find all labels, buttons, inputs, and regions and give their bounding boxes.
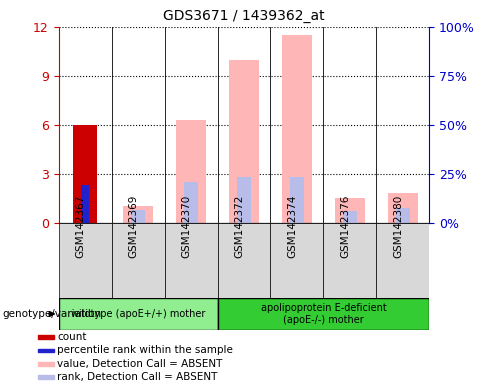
Text: genotype/variation: genotype/variation [2, 309, 102, 319]
Bar [38, 349, 54, 352]
Bar [237, 177, 251, 223]
Text: GSM142370: GSM142370 [181, 195, 191, 258]
Text: percentile rank within the sample: percentile rank within the sample [58, 345, 233, 356]
Bar [38, 376, 54, 379]
FancyBboxPatch shape [59, 298, 218, 330]
Text: count: count [58, 332, 87, 342]
FancyBboxPatch shape [59, 223, 112, 298]
FancyBboxPatch shape [270, 223, 324, 298]
Bar [131, 210, 144, 223]
Text: GSM142369: GSM142369 [128, 195, 138, 258]
Text: wildtype (apoE+/+) mother: wildtype (apoE+/+) mother [71, 309, 205, 319]
FancyBboxPatch shape [324, 223, 376, 298]
Bar [388, 194, 418, 223]
Bar [283, 35, 311, 223]
Text: GSM142372: GSM142372 [234, 195, 244, 258]
Text: apolipoprotein E-deficient
(apoE-/-) mother: apolipoprotein E-deficient (apoE-/-) mot… [261, 303, 386, 325]
Bar [229, 60, 259, 223]
Bar [184, 182, 198, 223]
Bar [396, 208, 409, 223]
Bar [38, 335, 54, 339]
Bar [38, 362, 54, 366]
Bar [81, 185, 89, 223]
FancyBboxPatch shape [218, 298, 429, 330]
Bar [290, 177, 304, 223]
Bar [73, 125, 97, 223]
Bar [177, 120, 205, 223]
FancyBboxPatch shape [112, 223, 164, 298]
FancyBboxPatch shape [218, 223, 270, 298]
Bar [335, 198, 365, 223]
Bar [344, 211, 357, 223]
Text: GSM142376: GSM142376 [340, 195, 350, 258]
Text: GSM142380: GSM142380 [393, 195, 403, 258]
Title: GDS3671 / 1439362_at: GDS3671 / 1439362_at [163, 9, 325, 23]
Text: GSM142367: GSM142367 [75, 195, 85, 258]
Text: rank, Detection Call = ABSENT: rank, Detection Call = ABSENT [58, 372, 218, 382]
Bar [123, 207, 153, 223]
Text: GSM142374: GSM142374 [287, 195, 297, 258]
FancyBboxPatch shape [376, 223, 429, 298]
Text: value, Detection Call = ABSENT: value, Detection Call = ABSENT [58, 359, 223, 369]
FancyBboxPatch shape [164, 223, 218, 298]
